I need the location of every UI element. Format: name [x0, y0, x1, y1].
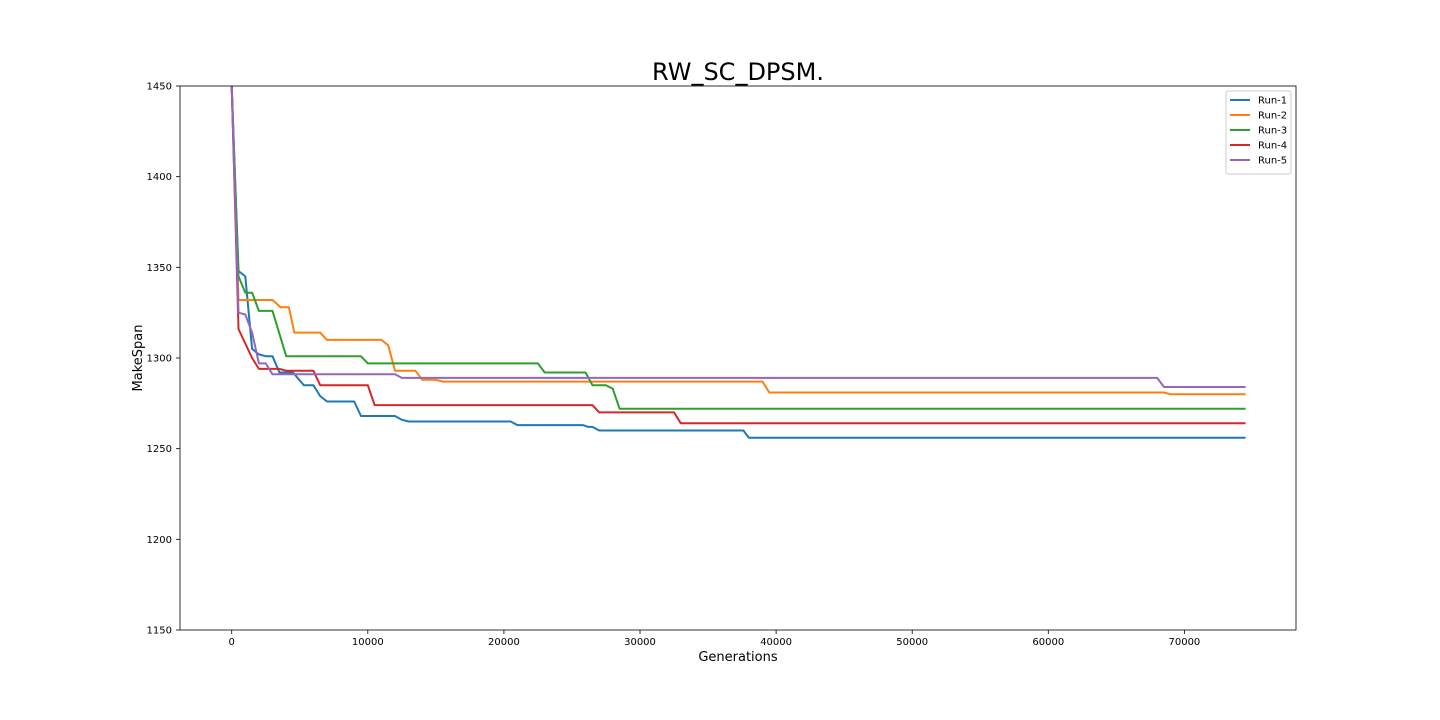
series-line-run-5 [230, 86, 1246, 388]
y-axis-label: MakeSpan [131, 325, 146, 392]
y-axis: 1150 1200 1250 1300 1350 1400 1450 [147, 82, 180, 637]
y-tick-label: 1450 [147, 82, 172, 93]
y-tick-label: 1400 [147, 172, 172, 183]
legend-box [1225, 90, 1292, 175]
y-tick-label: 1200 [147, 535, 172, 546]
series-line-run-1 [230, 86, 1246, 439]
legend-label: Run-5 [1258, 156, 1287, 167]
legend-label: Run-1 [1258, 96, 1287, 107]
legend-label: Run-2 [1258, 111, 1287, 122]
series-line-run-2 [230, 86, 1246, 396]
y-tick-label: 1350 [147, 263, 172, 274]
legend-label: Run-4 [1258, 141, 1287, 152]
x-tick-label: 40000 [760, 637, 792, 648]
y-tick-label: 1150 [147, 626, 172, 637]
series-line-run-4 [230, 86, 1246, 425]
chart-title: RW_SC_DPSM. [652, 58, 824, 86]
legend-label: Run-3 [1258, 126, 1287, 137]
x-axis-label: Generations [698, 650, 778, 665]
x-tick-label: 30000 [624, 637, 656, 648]
series-line-run-3 [230, 86, 1246, 410]
x-tick-label: 50000 [896, 637, 928, 648]
x-tick-label: 10000 [352, 637, 384, 648]
plot-area [179, 85, 1297, 631]
x-tick-label: 70000 [1168, 637, 1200, 648]
x-tick-label: 0 [229, 637, 235, 648]
x-axis: 0 10000 20000 30000 40000 50000 60000 70000 [229, 630, 1200, 648]
x-tick-label: 60000 [1032, 637, 1064, 648]
series-layer [230, 86, 1246, 439]
y-tick-label: 1250 [147, 444, 172, 455]
y-tick-label: 1300 [147, 354, 172, 365]
x-tick-label: 20000 [488, 637, 520, 648]
legend: Run-1 Run-2 Run-3 Run-4 Run-5 [1225, 90, 1292, 175]
